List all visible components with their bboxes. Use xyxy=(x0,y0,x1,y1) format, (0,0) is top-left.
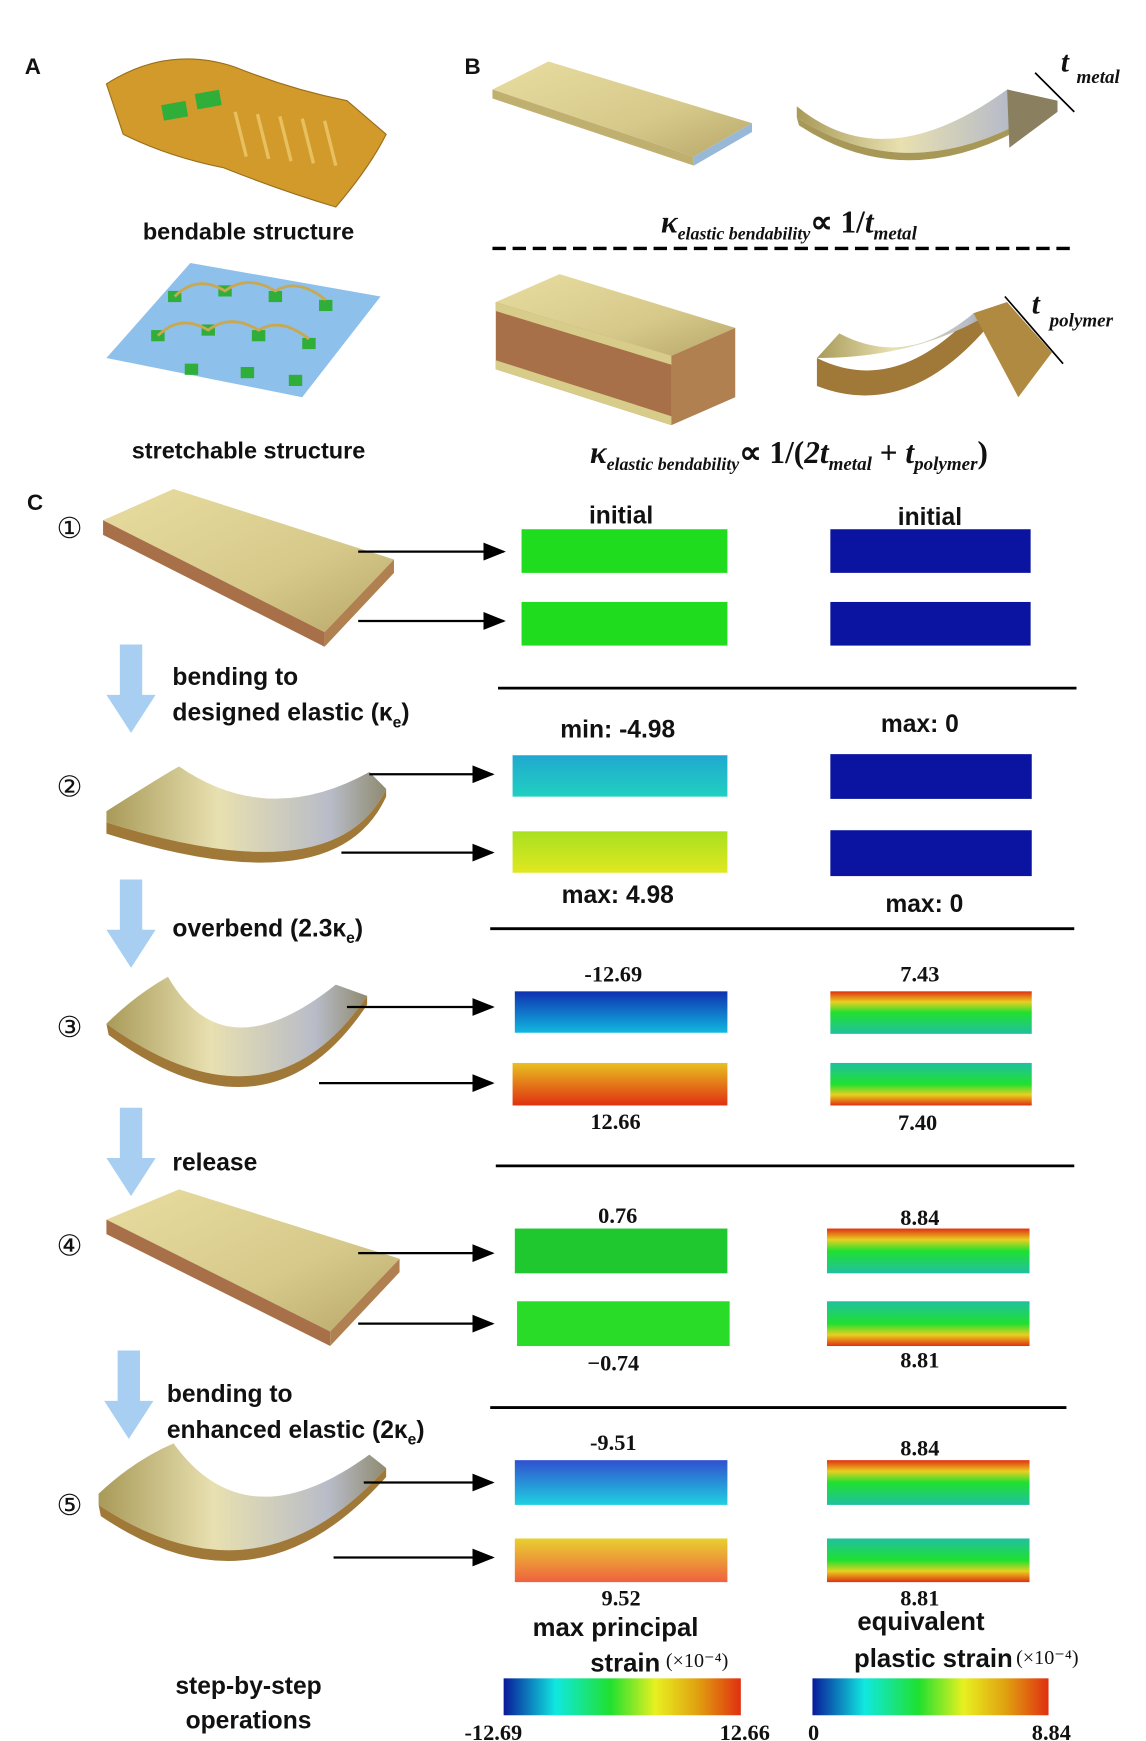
slab-step-4 xyxy=(106,1189,400,1347)
metal-slab-bent xyxy=(796,89,1058,161)
bar-r3-plastic-top xyxy=(830,991,1032,1034)
slab-step-2 xyxy=(106,766,387,863)
bendable-structure-label: bendable structure xyxy=(143,218,354,244)
row3-left-top: -12.69 xyxy=(584,961,642,986)
formula-sandwich: κelastic bendability∝ 1/(2tmetal + tpoly… xyxy=(590,435,988,475)
row1-right-top: initial xyxy=(898,504,962,531)
legend-max-principal-strain: max principal strain (×10⁻⁴) -12.69 12.6… xyxy=(464,1614,769,1741)
bar-r1-max-principal-bottom xyxy=(521,601,728,646)
operation-1-line1: bending to xyxy=(172,664,298,691)
stretchable-structure-illustration xyxy=(106,262,381,398)
row5-right-bottom: 8.81 xyxy=(900,1586,939,1611)
svg-text:max principal: max principal xyxy=(533,1614,699,1642)
bar-r1-plastic-bottom xyxy=(830,601,1031,646)
t-metal-dimension: t metal xyxy=(1034,47,1121,113)
sandwich-slab-flat xyxy=(495,274,736,426)
step-marker-4: ④ xyxy=(56,1230,82,1262)
bar-r2-plastic-bottom xyxy=(830,830,1032,877)
down-arrow-icon xyxy=(106,1107,156,1197)
footer-line1: step-by-step xyxy=(175,1673,321,1700)
svg-text:(×10⁻⁴): (×10⁻⁴) xyxy=(1016,1647,1079,1669)
down-arrow-icon xyxy=(106,644,156,733)
operation-1-line2: designed elastic (κe) xyxy=(172,700,409,732)
row4-right-top: 8.84 xyxy=(900,1205,939,1230)
row4-left-bottom: −0.74 xyxy=(587,1351,639,1376)
down-arrow-icon xyxy=(104,1350,154,1439)
slab-step-5 xyxy=(98,1443,387,1561)
bar-r4-plastic-bottom xyxy=(826,1301,1030,1347)
bar-r3-max-principal-bottom xyxy=(512,1062,728,1106)
sandwich-slab-bent xyxy=(816,302,1052,398)
svg-text:0: 0 xyxy=(808,1720,819,1741)
t-polymer-dimension: t polymer xyxy=(1004,288,1114,365)
bar-r5-plastic-top xyxy=(826,1460,1030,1505)
operation-4-line1: bending to xyxy=(167,1381,293,1408)
bar-r4-plastic-top xyxy=(826,1228,1030,1274)
bar-r3-max-principal-top xyxy=(514,991,728,1033)
row5-left-top: -9.51 xyxy=(590,1430,637,1455)
svg-text:t: t xyxy=(1061,47,1070,79)
slab-step-1 xyxy=(103,488,394,647)
formula-metal: κelastic bendability∝ 1/tmetal xyxy=(661,205,918,245)
operation-3: release xyxy=(172,1149,257,1176)
panel-label-b: B xyxy=(464,54,480,79)
row-separators xyxy=(490,686,1077,1409)
bar-r2-plastic-top xyxy=(830,754,1032,799)
down-arrow-icon xyxy=(106,879,156,968)
row4-right-bottom: 8.81 xyxy=(900,1347,939,1372)
row2-left-bottom: max: 4.98 xyxy=(562,882,674,909)
bar-r1-plastic-top xyxy=(830,529,1031,573)
svg-text:(×10⁻⁴): (×10⁻⁴) xyxy=(666,1650,729,1672)
svg-text:polymer: polymer xyxy=(1048,311,1114,332)
row3-right-bottom: 7.40 xyxy=(898,1110,937,1135)
row2-right-top: max: 0 xyxy=(881,711,959,738)
bar-r1-max-principal-top xyxy=(521,529,728,573)
row3-left-bottom: 12.66 xyxy=(590,1109,640,1134)
svg-text:strain: strain xyxy=(590,1650,660,1678)
slab-step-3 xyxy=(106,976,368,1088)
colorbar-plastic xyxy=(812,1678,1049,1716)
row2-right-bottom: max: 0 xyxy=(885,891,963,918)
colorbar-max-principal xyxy=(503,1678,741,1716)
step-marker-3: ③ xyxy=(56,1012,82,1044)
step-marker-1: ① xyxy=(56,513,82,545)
panel-label-c: C xyxy=(27,490,43,515)
svg-text:12.66: 12.66 xyxy=(720,1720,770,1741)
row4-left-top: 0.76 xyxy=(598,1203,637,1228)
legend-equivalent-plastic-strain: equivalent plastic strain (×10⁻⁴) 0 8.84 xyxy=(808,1608,1079,1741)
bar-r4-max-principal-top xyxy=(514,1228,728,1274)
svg-text:plastic strain: plastic strain xyxy=(854,1645,1013,1673)
operation-4-line2: enhanced elastic (2κe) xyxy=(167,1417,425,1449)
svg-text:-12.69: -12.69 xyxy=(464,1720,522,1741)
svg-text:equivalent: equivalent xyxy=(857,1608,985,1636)
panel-label-a: A xyxy=(25,54,41,79)
bar-r4-max-principal-bottom xyxy=(517,1301,730,1347)
pointer-arrows xyxy=(319,542,506,1567)
bar-r2-max-principal-bottom xyxy=(512,831,728,873)
bar-r3-plastic-bottom xyxy=(830,1062,1032,1106)
bar-r2-max-principal-top xyxy=(512,755,728,797)
row2-left-top: min: -4.98 xyxy=(560,716,675,743)
bendable-structure-illustration xyxy=(105,58,387,208)
bar-r5-plastic-bottom xyxy=(826,1538,1030,1583)
svg-text:metal: metal xyxy=(1077,67,1121,88)
row5-left-bottom: 9.52 xyxy=(602,1586,641,1611)
row3-right-top: 7.43 xyxy=(900,961,939,986)
row1-left-top: initial xyxy=(589,503,653,530)
down-arrows xyxy=(104,644,156,1439)
operation-2: overbend (2.3κe) xyxy=(172,916,363,948)
stretchable-structure-label: stretchable structure xyxy=(132,438,366,464)
footer-line2: operations xyxy=(186,1708,312,1735)
bar-r5-max-principal-bottom xyxy=(514,1538,728,1583)
metal-slab-flat xyxy=(492,61,753,166)
row5-right-top: 8.84 xyxy=(900,1436,939,1461)
svg-text:t: t xyxy=(1032,288,1041,320)
bar-r5-max-principal-top xyxy=(514,1460,728,1505)
strain-bars xyxy=(512,529,1032,1583)
step-marker-5: ⑤ xyxy=(56,1490,82,1522)
svg-text:8.84: 8.84 xyxy=(1032,1720,1071,1741)
step-marker-2: ② xyxy=(56,772,82,804)
